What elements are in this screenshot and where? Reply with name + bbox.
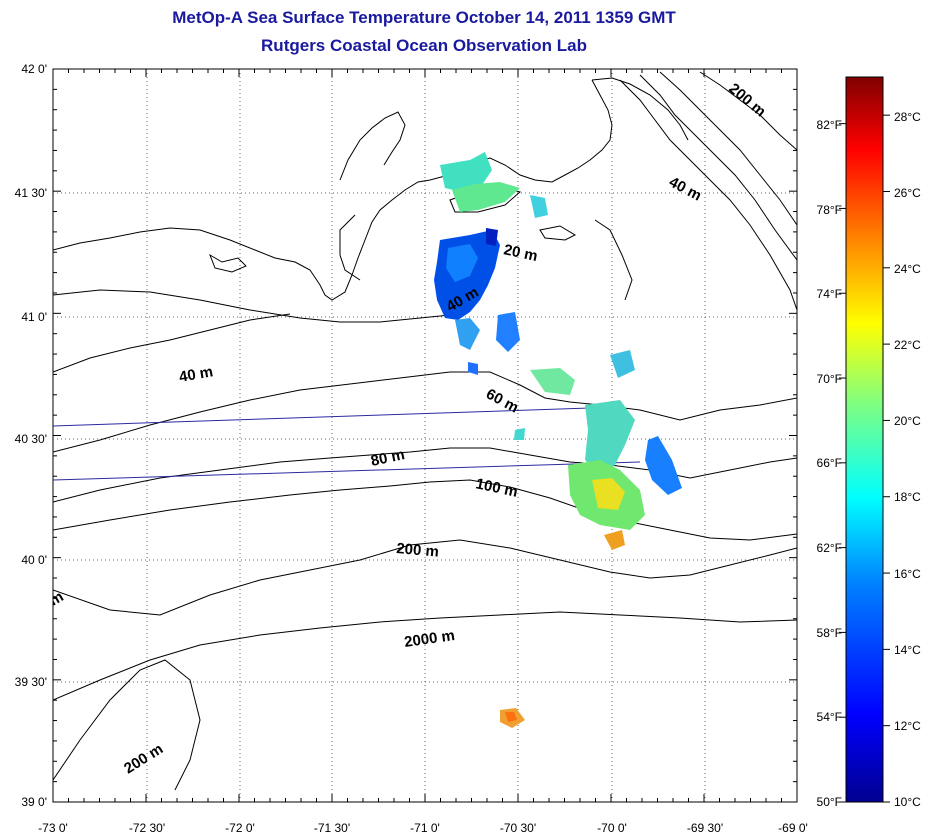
celsius-label: 22°C bbox=[894, 338, 921, 352]
fahrenheit-label: 50°F bbox=[817, 795, 842, 809]
label-40m-west: 40 m bbox=[178, 363, 215, 386]
lon-label: -71 0' bbox=[410, 821, 440, 835]
lon-label: -69 30' bbox=[687, 821, 723, 835]
fahrenheit-label: 58°F bbox=[817, 626, 842, 640]
lat-label: 42 0' bbox=[21, 62, 47, 76]
bathymetry-contours bbox=[53, 71, 797, 791]
fahrenheit-label: 74°F bbox=[817, 287, 842, 301]
lon-label: -70 0' bbox=[597, 821, 627, 835]
lon-label: -69 0' bbox=[778, 821, 808, 835]
celsius-label: 28°C bbox=[894, 110, 921, 124]
fahrenheit-label: 66°F bbox=[817, 456, 842, 470]
celsius-label: 24°C bbox=[894, 262, 921, 276]
swath-lines bbox=[53, 407, 641, 481]
celsius-label: 10°C bbox=[894, 795, 921, 809]
lon-label: -72 0' bbox=[225, 821, 255, 835]
celsius-label: 26°C bbox=[894, 186, 921, 200]
fahrenheit-labels: 82°F 78°F 74°F 70°F 66°F 62°F 58°F 54°F … bbox=[817, 118, 842, 809]
celsius-label: 12°C bbox=[894, 719, 921, 733]
celsius-labels: 28°C 26°C 24°C 22°C 20°C 18°C 16°C 14°C … bbox=[894, 110, 921, 809]
lon-label: -70 30' bbox=[500, 821, 536, 835]
coastline bbox=[53, 77, 689, 301]
map-frame bbox=[52, 68, 798, 803]
label-2000m: 2000 m bbox=[403, 627, 456, 651]
lon-label: -72 30' bbox=[129, 821, 165, 835]
lat-label: 41 30' bbox=[15, 186, 47, 200]
label-20m: 20 m bbox=[502, 241, 539, 265]
celsius-label: 20°C bbox=[894, 414, 921, 428]
lat-label: 40 0' bbox=[21, 553, 47, 567]
fahrenheit-label: 70°F bbox=[817, 372, 842, 386]
lon-label: -73 0' bbox=[38, 821, 68, 835]
frame-ticks bbox=[52, 68, 798, 803]
graticule bbox=[53, 69, 797, 802]
fahrenheit-label: 54°F bbox=[817, 710, 842, 724]
lat-label: 39 30' bbox=[15, 675, 47, 689]
longitude-labels: -73 0' -72 30' -72 0' -71 30' -71 0' -70… bbox=[38, 821, 808, 835]
label-80m: 80 m bbox=[369, 446, 406, 470]
lat-label: 41 0' bbox=[21, 310, 47, 324]
colorbar: 28°C 26°C 24°C 22°C 20°C 18°C 16°C 14°C … bbox=[817, 76, 921, 809]
fahrenheit-label: 62°F bbox=[817, 541, 842, 555]
map-title: MetOp-A Sea Surface Temperature October … bbox=[172, 8, 676, 27]
colorbar-gradient bbox=[845, 76, 884, 803]
fahrenheit-label: 82°F bbox=[817, 118, 842, 132]
label-200m-mid: 200 m bbox=[396, 540, 440, 561]
lat-label: 40 30' bbox=[15, 432, 47, 446]
lon-label: -71 30' bbox=[314, 821, 350, 835]
celsius-label: 16°C bbox=[894, 567, 921, 581]
latitude-labels: 42 0' 41 30' 41 0' 40 30' 40 0' 39 30' 3… bbox=[15, 62, 47, 809]
sst-patches bbox=[434, 152, 682, 728]
celsius-label: 18°C bbox=[894, 490, 921, 504]
fahrenheit-label: 78°F bbox=[817, 203, 842, 217]
lat-label: 39 0' bbox=[21, 795, 47, 809]
map-subtitle: Rutgers Coastal Ocean Observation Lab bbox=[261, 36, 587, 55]
celsius-label: 14°C bbox=[894, 643, 921, 657]
